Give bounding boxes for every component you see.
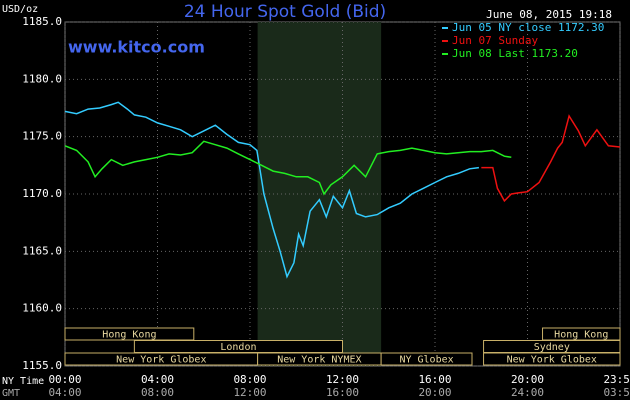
timestamp: June 08, 2015 19:18	[486, 8, 612, 21]
x2-tick-label: 16:00	[326, 386, 359, 399]
session-label: London	[220, 342, 256, 353]
session-label: NY Globex	[399, 355, 453, 366]
x-tick-label: 20:00	[511, 373, 544, 386]
x2-tick-label: 12:00	[233, 386, 266, 399]
x2-tick-label: 08:00	[141, 386, 174, 399]
y-tick-label: 1170.0	[22, 187, 62, 200]
series-line	[64, 140, 512, 196]
legend-swatch	[442, 40, 448, 42]
x2-tick-label: 03:59	[603, 386, 630, 399]
y-tick-label: 1160.0	[22, 302, 62, 315]
session-label: Hong Kong	[554, 330, 608, 341]
session-label: New York NYMEX	[277, 355, 361, 366]
x-axis-label: NY Time	[2, 376, 44, 387]
y-axis-label: USD/oz	[2, 4, 38, 15]
session-label: Sydney	[534, 342, 570, 353]
session-label: New York Globex	[116, 355, 206, 366]
series-line	[481, 114, 621, 203]
legend-swatch	[442, 53, 448, 55]
session-bar	[64, 327, 195, 341]
legend-entry: Jun 05 NY close 1172.30	[452, 21, 604, 34]
x-tick-label: 08:00	[233, 373, 266, 386]
shaded-session	[257, 22, 382, 366]
x-tick-label: 04:00	[141, 373, 174, 386]
session-bar	[380, 352, 473, 366]
legend-swatch	[442, 27, 448, 29]
y-tick-label: 1175.0	[22, 130, 62, 143]
x2-tick-label: 24:00	[511, 386, 544, 399]
y-tick-label: 1185.0	[22, 15, 62, 28]
chart-title: 24 Hour Spot Gold (Bid)	[184, 2, 386, 22]
session-label: New York Globex	[507, 355, 597, 366]
y-tick-label: 1180.0	[22, 72, 62, 85]
y-tick-label: 1165.0	[22, 244, 62, 257]
x-tick-label: 16:00	[418, 373, 451, 386]
y-tick-label: 1155.0	[22, 359, 62, 372]
x-tick-label: 23:59	[603, 373, 630, 386]
x-tick-label: 12:00	[326, 373, 359, 386]
watermark: www.kitco.com	[68, 38, 205, 57]
session-label: Hong Kong	[102, 330, 156, 341]
series-line	[64, 101, 479, 279]
x-tick-label: 00:00	[48, 373, 81, 386]
legend-entry: Jun 08 Last 1173.20	[452, 47, 578, 60]
legend-entry: Jun 07 Sunday	[452, 34, 538, 47]
x2-axis-label: GMT	[2, 388, 20, 399]
x2-tick-label: 20:00	[418, 386, 451, 399]
x2-tick-label: 04:00	[48, 386, 81, 399]
session-bar	[483, 352, 621, 366]
